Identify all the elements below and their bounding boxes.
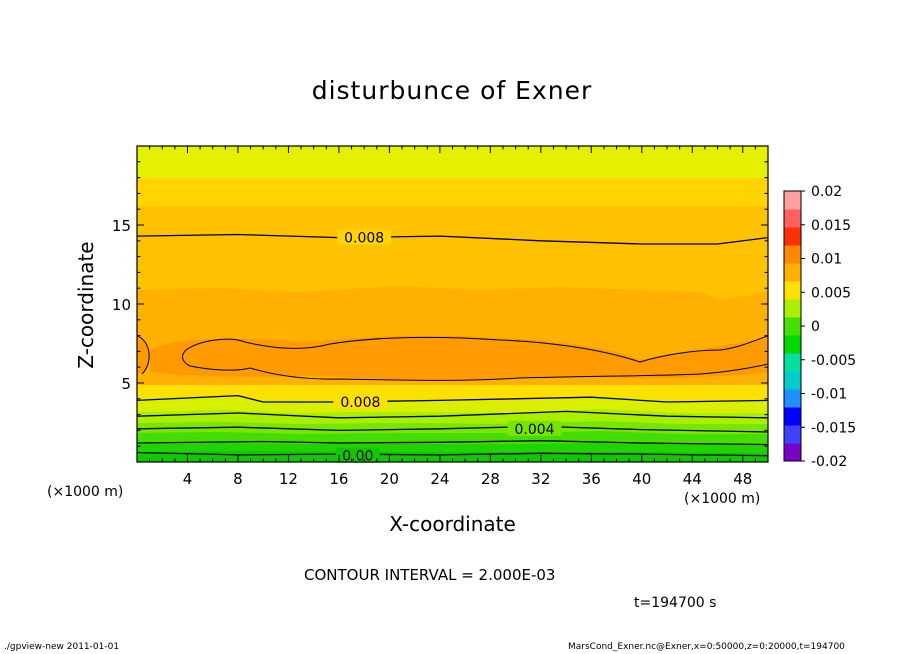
y-tick-label: 15 <box>112 217 131 235</box>
x-tick-label: 8 <box>233 470 243 488</box>
x-tick-label: 36 <box>582 470 601 488</box>
time-stamp: t=194700 s <box>634 595 717 611</box>
footer-right-caption: MarsCond_Exner.nc@Exner,x=0:50000,z=0:20… <box>568 642 845 652</box>
contour-line-0.009-loop <box>137 335 768 381</box>
colorbar-segment <box>784 353 801 372</box>
contour-label-bg <box>337 229 392 245</box>
x-tick-label: 4 <box>183 470 193 488</box>
colorbar-segment <box>784 389 801 408</box>
y-axis-label: Z-coordinate <box>74 241 98 369</box>
colorbar-segment <box>784 191 801 210</box>
x-tick-label: 20 <box>380 470 399 488</box>
contour-line-0.006 <box>137 410 768 419</box>
colorbar-segment <box>784 281 801 300</box>
contour-fill-bands <box>137 146 768 462</box>
colorbar-segment <box>784 227 801 246</box>
x-tick-label: 32 <box>531 470 550 488</box>
contour-label-bg <box>333 393 388 409</box>
x-tick-label: 16 <box>329 470 348 488</box>
x-tick-label: 12 <box>279 470 298 488</box>
contour-label: 0.008 <box>344 231 384 247</box>
contour-label: 0.00 <box>342 449 373 465</box>
colorbar-segment <box>784 317 801 336</box>
x-tick-label: 44 <box>683 470 702 488</box>
colorbar-segment <box>784 263 801 282</box>
y-axis-ticks: 5 10 15 <box>112 161 768 447</box>
colorbar-tick-label: 0.02 <box>811 184 842 200</box>
colorbar-segment <box>784 371 801 390</box>
contour-label-bg <box>335 447 380 463</box>
x-axis-label: X-coordinate <box>389 512 516 536</box>
colorbar-segment <box>784 299 801 318</box>
colorbar-segment <box>784 209 801 228</box>
contour-label: 0.004 <box>514 422 554 438</box>
colorbar-tick-label: 0.015 <box>811 218 851 234</box>
x-unit-left: (×1000 m) <box>47 484 124 500</box>
y-tick-label: 5 <box>121 375 131 393</box>
contour-labels: 0.008 0.008 0.004 0.00 <box>333 229 562 465</box>
contour-label: 0.008 <box>340 395 380 411</box>
colorbar-segment <box>784 407 801 426</box>
x-tick-label: 40 <box>632 470 651 488</box>
colorbar-segment <box>784 245 801 264</box>
x-tick-label: 24 <box>430 470 449 488</box>
colorbar-segment <box>784 425 801 444</box>
colorbar-segment <box>784 335 801 354</box>
colorbar-tick-label: -0.01 <box>811 387 847 403</box>
x-axis-ticks: 4 8 12 16 20 24 28 32 36 40 44 48 <box>149 146 756 488</box>
x-tick-label: 28 <box>481 470 500 488</box>
contour-line-0.002 <box>137 440 768 446</box>
contour-line-0.008 <box>137 233 768 245</box>
contour-line-0.004 <box>137 425 768 433</box>
contour-line-0.008 <box>137 394 768 403</box>
colorbar-tick-label: 0 <box>811 319 820 335</box>
colorbar-tick-label: -0.02 <box>811 454 847 470</box>
contour-interval-text: CONTOUR INTERVAL = 2.000E-03 <box>304 566 556 584</box>
colorbar-tick-label: -0.005 <box>811 353 856 369</box>
x-tick-label: 48 <box>733 470 752 488</box>
colorbar: -0.02 -0.015 -0.01 -0.005 0 0.005 0.01 0.015 0.0… <box>783 184 856 470</box>
colorbar-segment <box>784 443 801 462</box>
contour-label-bg <box>507 420 562 436</box>
x-unit-right: (×1000 m) <box>684 491 761 507</box>
contour-lines <box>137 233 768 457</box>
colorbar-tick-label: -0.015 <box>811 420 856 436</box>
colorbar-tick-label: 0.01 <box>811 252 842 268</box>
chart-title: disturbunce of Exner <box>311 76 593 105</box>
footer-left-caption: ./gpview-new 2011-01-01 <box>4 642 120 652</box>
contour-line-0 <box>137 451 768 457</box>
colorbar-tick-label: 0.005 <box>811 285 851 301</box>
y-tick-label: 10 <box>112 296 131 314</box>
